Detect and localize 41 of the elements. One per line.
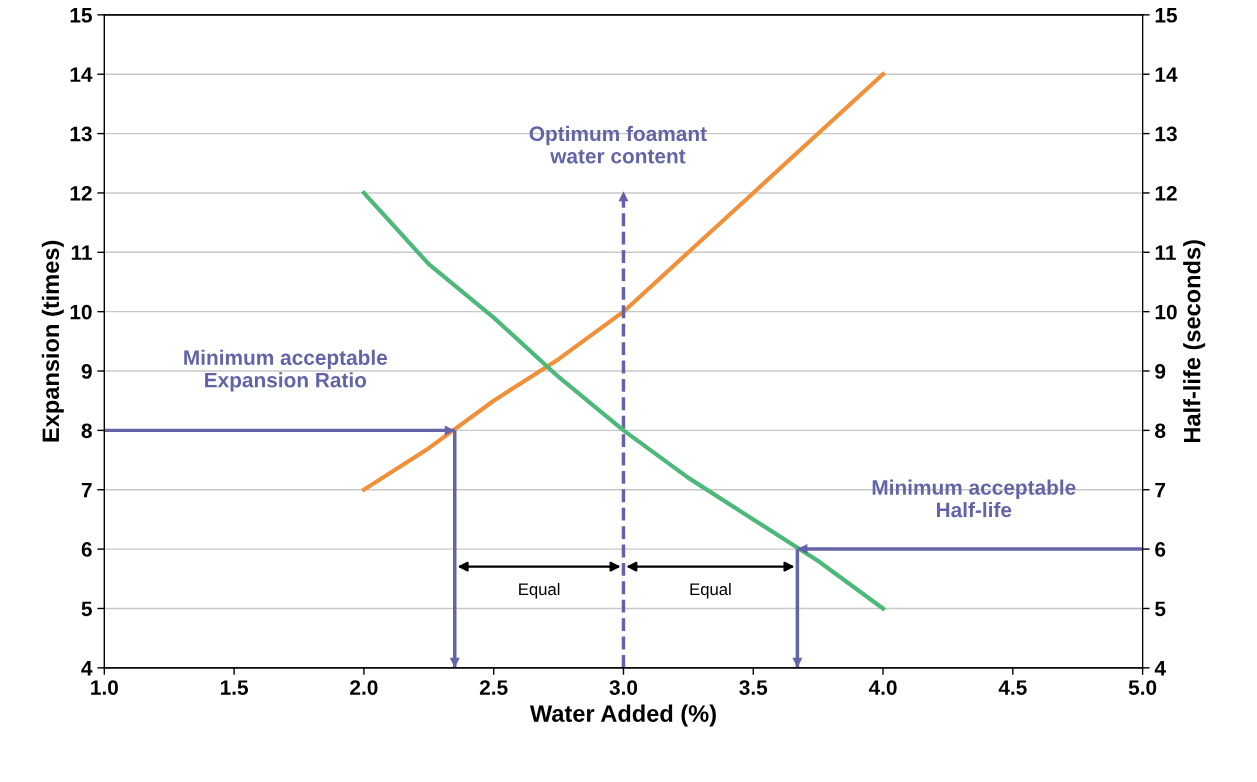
x-tick-label: 1.0: [91, 680, 118, 695]
y-tick-label: 8: [81, 423, 92, 439]
y-tick-label: 7: [81, 482, 92, 498]
x-tick-label: 4.0: [868, 680, 897, 695]
x-axis-title: Water Added (%): [529, 704, 716, 727]
y2-tick-label: 6: [1155, 542, 1166, 557]
x-tick-label: 3.5: [739, 680, 768, 695]
y2-tick-label: 13: [1155, 126, 1177, 142]
annotation: Equal: [519, 582, 560, 599]
y-tick-label: 15: [70, 8, 92, 23]
y2-tick-label: 15: [1155, 8, 1178, 23]
y2-tick-label: 10: [1155, 304, 1177, 320]
y-tick-label: 5: [81, 601, 92, 617]
y-tick-label: 13: [70, 126, 92, 142]
y2-axis-title: Half-life (seconds): [1183, 240, 1206, 443]
y-tick-label: 14: [70, 67, 93, 82]
ref-line-label: Optimum foamant water content: [529, 125, 707, 164]
y2-tick-label: 12: [1155, 185, 1177, 201]
y-tick-label: 4: [81, 661, 93, 676]
y2-tick-label: 14: [1155, 67, 1178, 82]
y2-tick-label: 8: [1155, 423, 1166, 439]
y2-tick-label: 11: [1155, 245, 1176, 260]
y-tick-label: 10: [70, 304, 92, 320]
y-axis-title: Expansion (times): [41, 240, 64, 442]
y2-tick-label: 7: [1155, 482, 1166, 498]
y2-tick-label: 5: [1155, 601, 1166, 617]
annotation: Equal: [690, 582, 731, 599]
ref-line-label: Minimum acceptable Half-life: [872, 479, 1076, 518]
y-tick-label: 6: [81, 542, 92, 557]
x-tick-label: 2.0: [350, 680, 378, 695]
x-tick-label: 4.5: [998, 680, 1027, 695]
ref-line-label: Minimum acceptable Expansion Ratio: [184, 349, 388, 392]
y2-tick-label: 9: [1155, 364, 1166, 379]
x-tick-label: 1.5: [220, 680, 249, 695]
y-tick-label: 12: [70, 185, 92, 201]
x-tick-label: 5.0: [1128, 680, 1157, 695]
x-tick-label: 3.0: [609, 680, 638, 695]
x-tick-label: 2.5: [479, 680, 508, 695]
y-tick-label: 11: [71, 245, 92, 260]
y-tick-label: 9: [81, 364, 92, 379]
y2-tick-label: 4: [1154, 661, 1166, 676]
